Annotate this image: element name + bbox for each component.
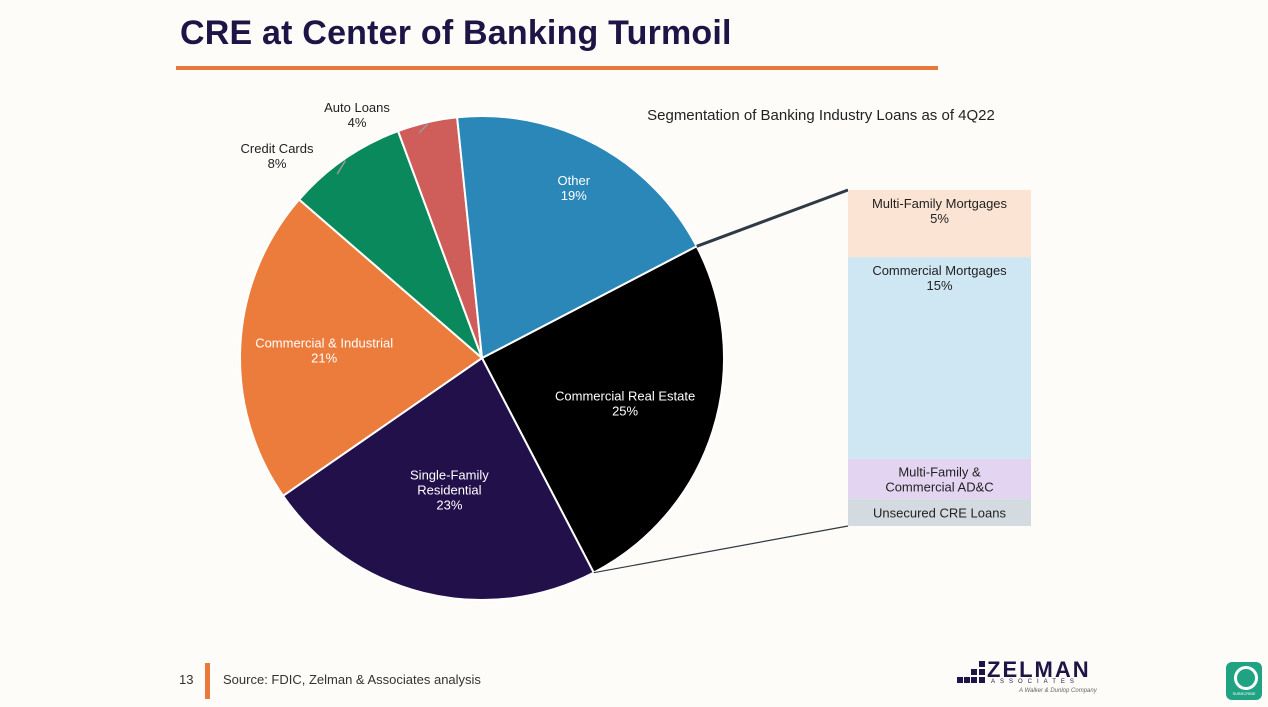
slice-label-other: Other 19% — [558, 173, 591, 203]
subscribe-icon — [1234, 666, 1258, 690]
breakout-segment-multi-family-and-commercial-adandc — [848, 458, 1031, 500]
breakout-segment-commercial-mortgages — [848, 257, 1031, 459]
breakout-label-multi-family-and-commercial-adandc: Multi-Family & Commercial AD&C — [885, 465, 993, 495]
cre-breakout-bar: Multi-Family Mortgages 5% Commercial Mortg… — [593, 188, 1031, 574]
subscribe-button[interactable]: SUBSCRIBE — [1226, 662, 1262, 700]
connector-line-bottom — [593, 525, 849, 574]
slice-label-commercial-and-industrial: Commercial & Industrial 21% — [255, 335, 393, 365]
slice-label-single-family-residential: Single-Family Residential 23% — [410, 468, 489, 513]
slice-label-auto-loans: Auto Loans 4% — [324, 100, 390, 130]
zelman-logo: ZELMAN ASSOCIATES A Walker & Dunlop Comp… — [957, 657, 1107, 699]
slice-label-credit-cards: Credit Cards 8% — [241, 141, 314, 171]
page-number: 13 — [179, 672, 194, 687]
pie-slices: Commercial Real Estate 25% Single-Family Re… — [239, 100, 725, 602]
pie-slice-credit-cards — [297, 129, 483, 359]
breakout-label-multi-family-mortgages: Multi-Family Mortgages 5% — [872, 196, 1008, 226]
breakout-label-commercial-mortgages: Commercial Mortgages 15% — [872, 263, 1007, 293]
breakout-segment-multi-family-mortgages — [848, 190, 1031, 258]
pie-slice-commercial-real-estate — [480, 244, 725, 575]
leader-line-credit-cards — [336, 160, 347, 175]
breakout-label-unsecured-cre-loans: Unsecured CRE Loans — [873, 506, 1006, 521]
pie-slice-single-family-residential — [281, 356, 596, 602]
logo-subtitle: ASSOCIATES — [991, 679, 1079, 685]
subscribe-label: SUBSCRIBE — [1232, 691, 1256, 696]
chart-title: Segmentation of Banking Industry Loans a… — [647, 107, 995, 124]
connector-line-top — [696, 188, 849, 248]
title-underline — [176, 66, 938, 70]
slice-label-commercial-real-estate: Commercial Real Estate 25% — [555, 389, 695, 419]
logo-tagline: A Walker & Dunlop Company — [1019, 688, 1097, 694]
pie-slice-commercial-and-industrial — [239, 198, 484, 498]
logo-name: ZELMAN — [987, 657, 1091, 682]
source-note: Source: FDIC, Zelman & Associates analys… — [223, 672, 481, 687]
pie-slice-other — [456, 114, 699, 360]
footer-divider — [205, 663, 210, 699]
leader-line-auto-loans — [418, 123, 429, 134]
logo-grid-icon — [957, 661, 985, 685]
breakout-segment-unsecured-cre-loans — [848, 499, 1031, 526]
slide-title: CRE at Center of Banking Turmoil — [180, 14, 732, 52]
